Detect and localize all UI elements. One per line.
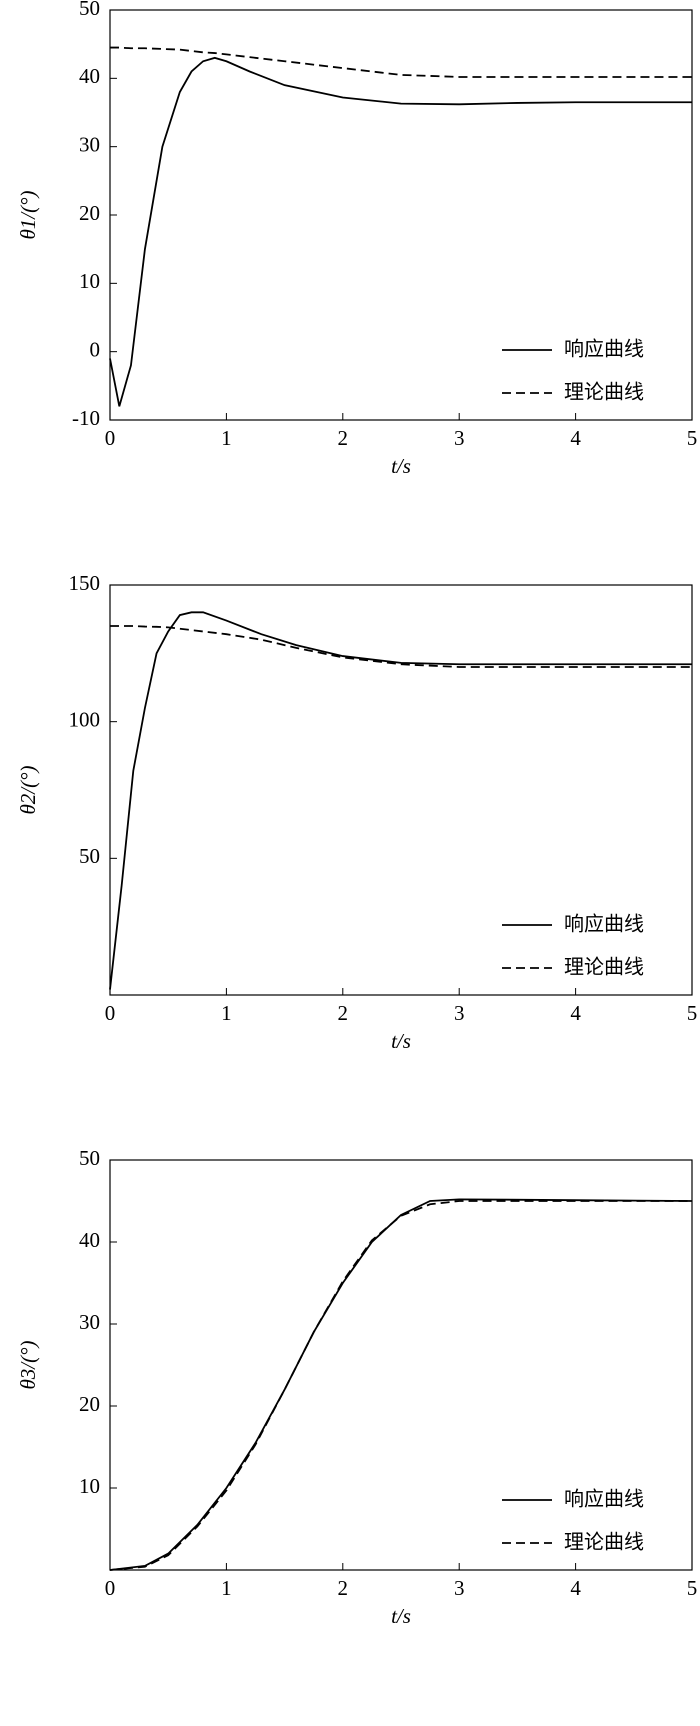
y-tick-label: 50 <box>79 844 100 868</box>
x-tick-label: 0 <box>105 1576 116 1600</box>
legend-label: 响应曲线 <box>564 912 644 936</box>
x-tick-label: 4 <box>570 1576 581 1600</box>
y-tick-label: 10 <box>79 1474 100 1498</box>
series-line <box>109 1198 693 1571</box>
legend-label: 理论曲线 <box>564 1530 644 1554</box>
y-tick-label: 0 <box>90 337 101 361</box>
series-line <box>109 56 692 407</box>
x-tick-label: 1 <box>221 1001 232 1025</box>
y-axis-label: θ1/(°) <box>16 190 40 239</box>
y-tick-label: 10 <box>79 269 100 293</box>
legend-label: 理论曲线 <box>564 955 644 979</box>
plot-frame <box>109 584 693 996</box>
legend-label: 响应曲线 <box>564 337 644 361</box>
series-line <box>109 1200 692 1571</box>
x-tick-label: 3 <box>454 1576 465 1600</box>
x-tick-label: 5 <box>687 1001 698 1025</box>
x-tick-label: 5 <box>687 426 698 450</box>
y-axis-label: θ2/(°) <box>16 765 40 814</box>
y-tick-label: -10 <box>72 406 100 430</box>
x-axis-label: t/s <box>391 1604 411 1628</box>
x-axis-label: t/s <box>391 1029 411 1053</box>
y-tick-label: 50 <box>79 0 100 20</box>
x-tick-label: 2 <box>338 1576 349 1600</box>
y-tick-label: 30 <box>79 132 100 156</box>
x-axis-label: t/s <box>391 454 411 478</box>
legend-label: 响应曲线 <box>564 1487 644 1511</box>
x-tick-label: 2 <box>338 426 349 450</box>
x-tick-label: 2 <box>338 1001 349 1025</box>
x-tick-label: 3 <box>454 1001 465 1025</box>
plot-frame <box>109 1159 693 1571</box>
series-line <box>109 611 692 990</box>
legend-label: 理论曲线 <box>564 380 644 404</box>
y-tick-label: 50 <box>79 1150 100 1170</box>
x-tick-label: 1 <box>221 426 232 450</box>
series-line <box>110 625 692 668</box>
y-tick-label: 20 <box>79 1392 100 1416</box>
x-tick-label: 4 <box>570 426 581 450</box>
y-tick-label: 150 <box>69 575 101 595</box>
y-tick-label: 40 <box>79 64 100 88</box>
x-tick-label: 0 <box>105 426 116 450</box>
series-line <box>110 46 692 78</box>
y-tick-label: 100 <box>69 707 101 731</box>
x-tick-label: 1 <box>221 1576 232 1600</box>
y-tick-label: 40 <box>79 1228 100 1252</box>
y-axis-label: θ3/(°) <box>16 1340 40 1389</box>
y-tick-label: 30 <box>79 1310 100 1334</box>
y-tick-label: 20 <box>79 201 100 225</box>
x-tick-label: 3 <box>454 426 465 450</box>
x-tick-label: 0 <box>105 1001 116 1025</box>
x-tick-label: 4 <box>570 1001 581 1025</box>
x-tick-label: 5 <box>687 1576 698 1600</box>
